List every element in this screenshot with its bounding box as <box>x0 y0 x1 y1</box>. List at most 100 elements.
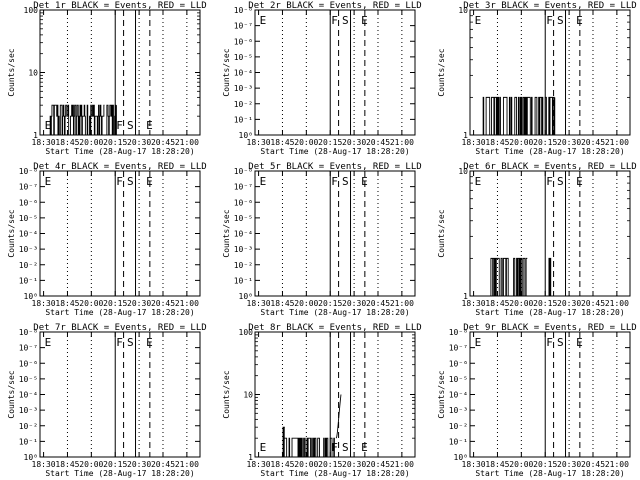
chart-panel: Det 8r BLACK = Events, RED = LLD 1 10 100 18… <box>222 323 422 478</box>
y-tick-label: 10⁻⁴ <box>19 230 38 239</box>
x-tick-label: 18:45 <box>55 299 79 308</box>
x-tick-label: 18:30 <box>462 299 486 308</box>
event-marker: F <box>546 14 553 27</box>
y-tick-label: 10 <box>458 6 468 15</box>
series-line <box>49 104 105 136</box>
x-tick-label: 18:45 <box>270 138 294 147</box>
event-marker: S <box>127 336 134 349</box>
y-tick-label: 10 <box>458 167 468 176</box>
y-tick-label: 10⁻² <box>234 261 253 270</box>
event-marker: S <box>127 119 134 132</box>
y-tick-label: 10 <box>28 69 38 78</box>
x-tick-label: 21:00 <box>175 299 199 308</box>
y-tick-label: 10⁻⁵ <box>449 375 468 384</box>
event-marker: F <box>546 336 553 349</box>
x-tick-label: 18:30 <box>32 460 56 469</box>
x-tick-label: 18:30 <box>247 299 271 308</box>
x-tick-label: 20:45 <box>581 299 605 308</box>
chart-title: Det 6r BLACK = Events, RED = LLD <box>463 162 636 172</box>
series-line <box>490 257 528 297</box>
event-marker: S <box>127 175 134 188</box>
x-tick-label: 20:15 <box>318 299 342 308</box>
x-axis-label: Start Time (28-Aug-17 18:28:20) <box>260 147 409 156</box>
x-tick-label: 20:15 <box>533 138 557 147</box>
series-line <box>481 96 556 136</box>
y-tick-label: 10⁻³ <box>19 245 38 254</box>
event-marker: E <box>45 175 52 188</box>
y-tick-label: 10⁻⁸ <box>19 167 38 176</box>
y-axis-label: Counts/sec <box>7 48 16 96</box>
plot-frame <box>254 170 416 297</box>
y-tick-label: 10⁻⁶ <box>19 359 38 368</box>
y-tick-label: 10⁻⁷ <box>19 344 38 353</box>
x-tick-label: 20:30 <box>557 138 581 147</box>
x-tick-label: 18:45 <box>485 460 509 469</box>
x-axis-label: Start Time (28-Aug-17 18:28:20) <box>475 469 624 478</box>
y-tick-label: 10⁻³ <box>234 84 253 93</box>
y-tick-label: 10⁻² <box>19 261 38 270</box>
x-tick-label: 21:00 <box>175 138 199 147</box>
event-marker: S <box>557 14 564 27</box>
x-tick-label: 20:00 <box>79 460 103 469</box>
event-marker: F <box>331 14 338 27</box>
y-tick-label: 10⁻¹ <box>19 276 38 285</box>
series-line <box>335 394 342 439</box>
y-tick-label: 10⁻¹ <box>234 115 253 124</box>
x-tick-label: 20:30 <box>557 299 581 308</box>
chart-panel: Det 6r BLACK = Events, RED = LLD 1 10 18:30… <box>437 162 637 317</box>
y-tick-label: 10⁻⁸ <box>234 167 253 176</box>
x-tick-label: 18:30 <box>247 460 271 469</box>
series-line <box>282 437 337 458</box>
x-tick-label: 20:45 <box>151 138 175 147</box>
x-tick-label: 18:45 <box>485 138 509 147</box>
x-tick-label: 20:00 <box>509 299 533 308</box>
event-marker: E <box>475 175 482 188</box>
y-tick-label: 10 <box>243 391 253 400</box>
y-tick-label: 10⁻¹ <box>234 276 253 285</box>
y-tick-label: 10⁰ <box>24 292 38 301</box>
y-tick-label: 10⁻⁴ <box>449 391 468 400</box>
x-axis-label: Start Time (28-Aug-17 18:28:20) <box>475 147 624 156</box>
y-tick-label: 10⁻² <box>19 422 38 431</box>
x-tick-label: 20:00 <box>294 299 318 308</box>
x-tick-label: 20:00 <box>509 138 533 147</box>
chart-title: Det 9r BLACK = Events, RED = LLD <box>463 323 636 333</box>
chart-panel: Det 1r BLACK = Events, RED = LLD 1 10 100 18… <box>7 1 207 156</box>
x-tick-label: 20:30 <box>342 138 366 147</box>
event-marker: S <box>557 336 564 349</box>
y-tick-label: 10⁻⁶ <box>19 198 38 207</box>
y-tick-label: 10⁻³ <box>19 406 38 415</box>
event-marker: E <box>475 336 482 349</box>
event-marker: E <box>260 441 267 454</box>
x-tick-label: 20:00 <box>294 460 318 469</box>
x-tick-label: 20:45 <box>151 460 175 469</box>
event-marker: F <box>116 119 123 132</box>
chart-title: Det 3r BLACK = Events, RED = LLD <box>463 1 636 11</box>
x-tick-label: 20:00 <box>294 138 318 147</box>
chart-panel: Det 4r BLACK = Events, RED = LLD 10⁰ 10⁻¹ 1… <box>7 162 207 317</box>
x-tick-label: 18:45 <box>270 460 294 469</box>
x-axis-label: Start Time (28-Aug-17 18:28:20) <box>260 469 409 478</box>
x-tick-label: 20:45 <box>366 299 390 308</box>
chart-title: Det 8r BLACK = Events, RED = LLD <box>248 323 421 333</box>
plot-frame <box>39 170 201 297</box>
x-tick-label: 20:15 <box>533 460 557 469</box>
event-marker: F <box>331 175 338 188</box>
y-tick-label: 10⁻³ <box>449 406 468 415</box>
y-tick-label: 10⁻⁴ <box>234 69 253 78</box>
chart-panel: Det 9r BLACK = Events, RED = LLD 10⁰ 10⁻¹ 1… <box>437 323 637 478</box>
x-axis-label: Start Time (28-Aug-17 18:28:20) <box>475 308 624 317</box>
x-tick-label: 21:00 <box>390 460 414 469</box>
chart-title: Det 4r BLACK = Events, RED = LLD <box>33 162 206 172</box>
y-tick-label: 10⁻⁵ <box>19 214 38 223</box>
x-tick-label: 20:15 <box>318 460 342 469</box>
event-marker: E <box>146 175 153 188</box>
y-axis-label: Counts/sec <box>7 209 16 257</box>
x-tick-label: 20:00 <box>79 299 103 308</box>
event-marker: E <box>576 175 583 188</box>
x-tick-label: 18:30 <box>247 138 271 147</box>
event-marker: E <box>475 14 482 27</box>
x-tick-label: 21:00 <box>605 138 629 147</box>
x-tick-label: 20:30 <box>127 460 151 469</box>
